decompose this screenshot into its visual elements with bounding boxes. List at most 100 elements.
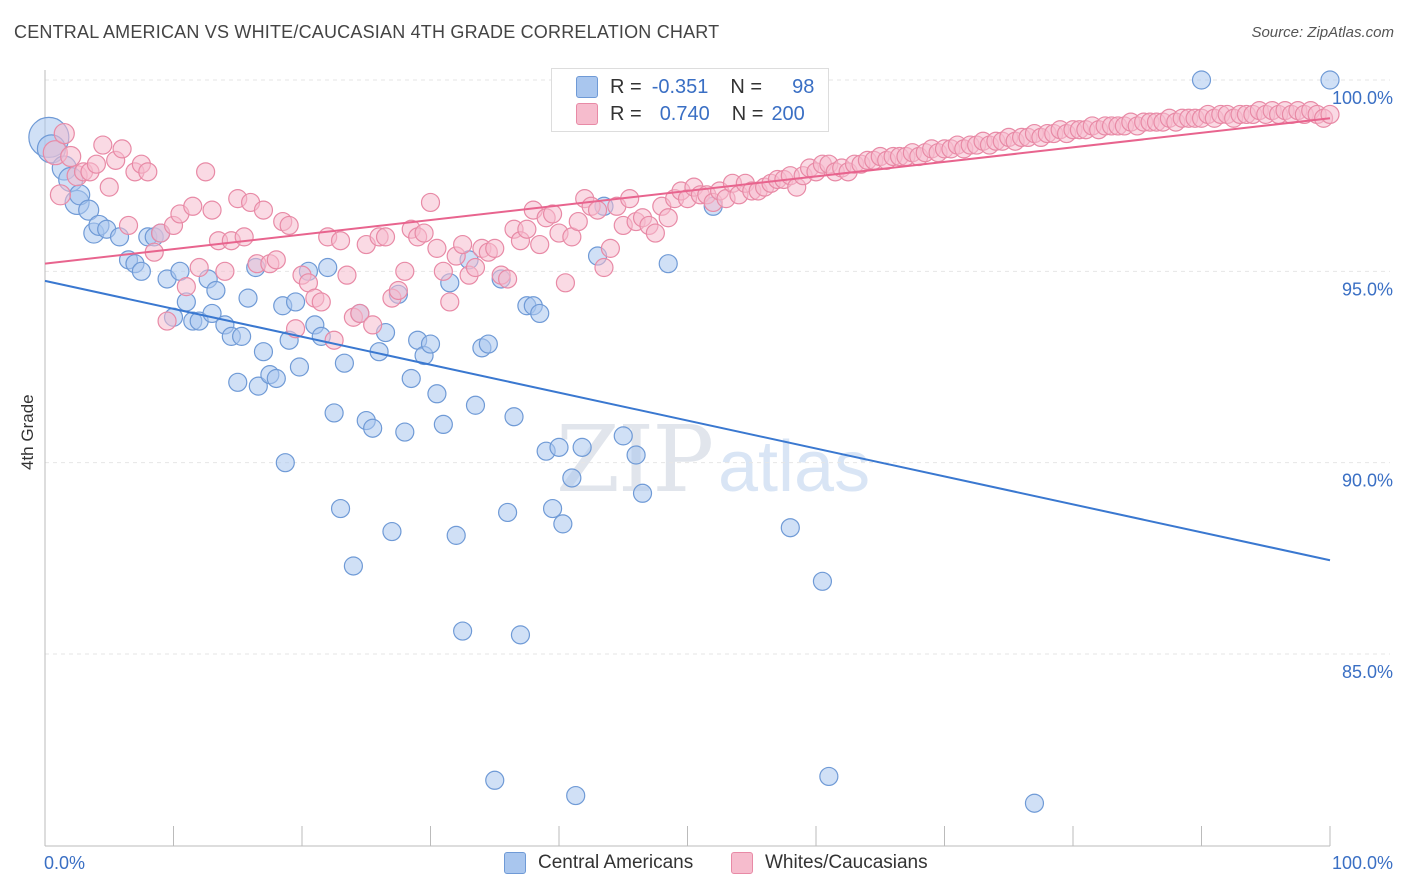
legend-r-label: R = — [610, 75, 642, 98]
whites-caucasians-point — [53, 122, 75, 145]
whites-caucasians-point — [517, 219, 537, 239]
whites-caucasians-point — [112, 139, 132, 159]
bottom-legend-label: Whites/Caucasians — [765, 852, 928, 873]
whites-caucasians-point — [440, 292, 460, 312]
x-tick-label: 0.0% — [44, 853, 85, 873]
central-americans-point — [318, 257, 338, 278]
central-americans-point — [485, 770, 505, 790]
central-americans-point — [427, 384, 447, 404]
whites-caucasians-point — [420, 192, 441, 213]
y-tick-label: 85.0% — [1342, 662, 1393, 682]
correlation-legend: R = -0.351 N = 98 R = 0.740 N = 200 — [551, 68, 829, 132]
whites-caucasians-point — [138, 162, 158, 182]
watermark-atlas: atlas — [718, 427, 871, 507]
central-americans-point — [819, 766, 839, 787]
whites-caucasians-point — [60, 145, 82, 168]
x-tick-label: 100.0% — [1332, 853, 1393, 873]
central-americans-point — [248, 376, 268, 396]
whites-caucasians-point — [279, 215, 299, 236]
central-americans-point — [433, 414, 453, 434]
whites-caucasians-point — [86, 154, 107, 174]
central-americans-point — [626, 445, 646, 465]
grid-layer — [45, 79, 1390, 655]
whites-caucasians-point — [99, 177, 119, 197]
whites-caucasians-point — [587, 200, 608, 220]
whites-caucasians-point — [266, 250, 286, 270]
whites-caucasians-point — [118, 215, 139, 236]
legend-swatch-pink — [576, 103, 598, 125]
bottom-legend-swatch-blue — [504, 852, 526, 874]
central-americans-point — [453, 621, 473, 641]
central-americans-trend-line — [44, 279, 1331, 562]
bottom-legend-whites-caucasians[interactable]: Whites/Caucasians — [731, 852, 928, 874]
legend-r-value: -0.351 — [651, 75, 709, 98]
whites-caucasians-point — [324, 330, 344, 350]
legend-n-value: 200 — [771, 102, 805, 125]
whites-caucasians-point — [375, 227, 396, 247]
whites-caucasians-point — [600, 238, 621, 258]
whites-caucasians-point — [49, 184, 72, 206]
central-americans-point — [275, 453, 295, 473]
central-americans-point — [285, 292, 306, 312]
central-americans-point — [812, 571, 833, 591]
central-americans-point — [228, 372, 248, 392]
whites-caucasians-point — [498, 269, 518, 289]
bottom-legend-label: Central Americans — [538, 852, 694, 873]
whites-caucasians-point — [350, 303, 370, 324]
central-americans-point — [498, 502, 518, 523]
whites-caucasians-point — [427, 238, 447, 258]
bottom-legend-central-americans[interactable]: Central Americans — [504, 852, 693, 874]
series-whites-caucasians — [42, 101, 1340, 350]
whites-caucasians-point — [645, 223, 665, 243]
whites-caucasians-point — [183, 196, 203, 216]
central-americans-point — [238, 288, 258, 308]
central-americans-point — [382, 521, 402, 542]
y-tick-label: 90.0% — [1342, 471, 1393, 491]
central-americans-point — [395, 422, 415, 442]
central-americans-point — [420, 334, 441, 354]
legend-n-value: 98 — [792, 75, 815, 98]
central-americans-point — [553, 514, 573, 534]
central-americans-point — [324, 403, 344, 423]
whites-caucasians-point — [253, 200, 274, 220]
whites-caucasians-point — [311, 292, 331, 312]
legend-r-label: R = — [610, 102, 642, 125]
central-americans-point — [572, 437, 592, 457]
whites-caucasians-point — [330, 231, 351, 251]
whites-caucasians-point — [414, 223, 434, 243]
legend-swatch-blue — [576, 76, 598, 98]
central-americans-point — [632, 483, 653, 503]
central-americans-point — [266, 368, 286, 389]
y-tick-label: 100.0% — [1332, 88, 1393, 108]
y-tick-label: 95.0% — [1342, 279, 1393, 299]
legend-row-whites-caucasians: R = 0.740 N = 200 — [576, 101, 805, 127]
whites-caucasians-point — [157, 311, 177, 331]
central-americans-point — [549, 437, 569, 457]
central-americans-point — [1024, 793, 1045, 813]
whites-caucasians-point — [555, 273, 576, 293]
central-americans-point — [510, 625, 531, 645]
whites-caucasians-point — [363, 315, 383, 335]
whites-caucasians-point — [395, 261, 415, 281]
central-americans-point — [232, 326, 252, 346]
axis-layer — [44, 70, 1331, 847]
central-americans-point — [363, 418, 383, 438]
whites-caucasians-point — [568, 211, 588, 232]
central-americans-point — [334, 353, 355, 373]
legend-n-label: N = — [731, 102, 764, 125]
whites-caucasians-point — [1320, 104, 1340, 125]
whites-caucasians-point — [542, 204, 563, 224]
central-americans-point — [131, 261, 151, 281]
whites-caucasians-point — [594, 257, 614, 278]
legend-n-label: N = — [730, 75, 763, 98]
whites-caucasians-point — [93, 135, 113, 155]
legend-row-central-americans: R = -0.351 N = 98 — [576, 74, 814, 100]
whites-caucasians-point — [530, 234, 550, 255]
whites-caucasians-point — [453, 234, 473, 255]
whites-caucasians-point — [285, 319, 306, 339]
central-americans-point — [289, 357, 310, 377]
trend-lines — [44, 117, 1331, 562]
whites-caucasians-point — [215, 261, 235, 281]
tick-labels: 85.0% 90.0% 95.0% 100.0% 0.0% 100.0% — [44, 88, 1393, 873]
